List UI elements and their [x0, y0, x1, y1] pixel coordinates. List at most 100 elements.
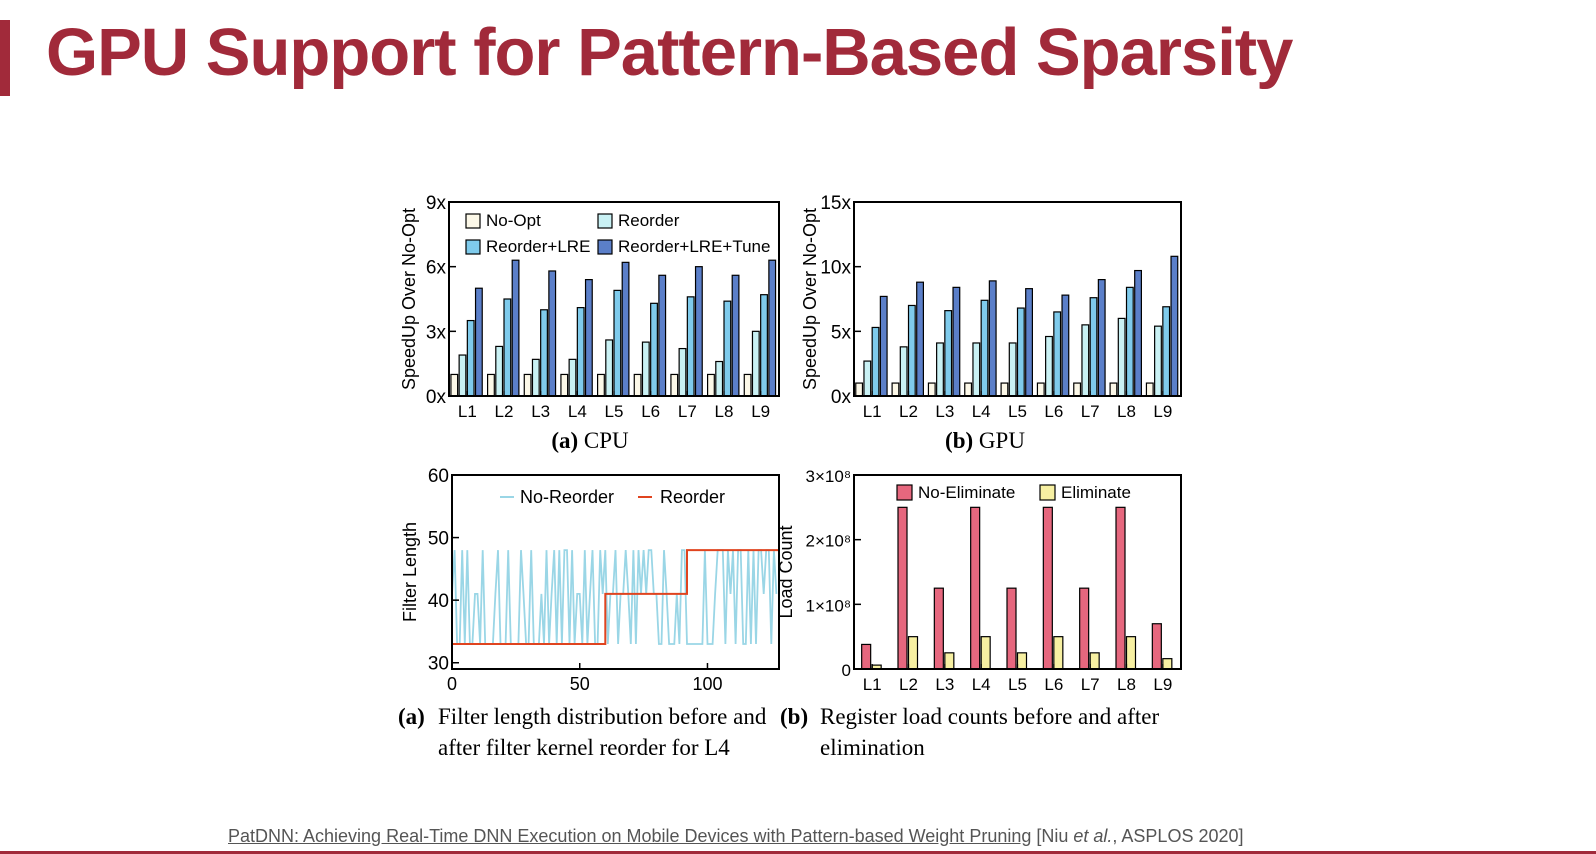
- caption-load: (b) Register load counts before and afte…: [780, 701, 1190, 763]
- bar: [855, 382, 864, 397]
- x-tick-label: L7: [678, 402, 697, 421]
- bar: [1006, 587, 1017, 670]
- x-tick-label: L4: [972, 402, 991, 421]
- bar: [760, 294, 768, 397]
- legend-swatch: [597, 239, 613, 255]
- bar: [1036, 382, 1045, 397]
- bar: [964, 382, 973, 397]
- caption-filter-tag: (a): [398, 704, 425, 729]
- bar: [1016, 652, 1028, 670]
- bar: [686, 296, 695, 397]
- y-tick-label: 0x: [831, 387, 852, 408]
- bar: [907, 304, 916, 397]
- y-tick-label: 6x: [426, 258, 447, 279]
- x-tick-label: L3: [935, 402, 954, 421]
- bar: [879, 295, 888, 397]
- caption-cpu: (a) CPU: [530, 425, 650, 456]
- y-tick-label: 60: [428, 466, 449, 487]
- bar: [907, 636, 919, 670]
- bar: [678, 347, 687, 397]
- bar: [1125, 636, 1137, 670]
- bar: [1042, 506, 1053, 670]
- caption-filter: (a) Filter length distribution before an…: [398, 701, 778, 763]
- bar: [548, 270, 557, 397]
- x-tick-label: L8: [1117, 675, 1136, 694]
- x-tick-label: L6: [641, 402, 660, 421]
- bar: [1089, 297, 1098, 397]
- bar: [540, 309, 548, 397]
- citation-post: , ASPLOS 2020]: [1112, 826, 1244, 846]
- bar: [621, 261, 630, 397]
- bar: [1081, 324, 1090, 397]
- x-tick-label: L1: [863, 402, 882, 421]
- bar: [706, 373, 715, 397]
- bar: [1162, 306, 1171, 397]
- bar: [1145, 382, 1154, 397]
- chart-filter: 30 40 50 60 0 50 100 Filter Length No-Reorder Reo…: [400, 466, 780, 694]
- y-tick-label: 50: [428, 529, 449, 550]
- y-tick-label: 9x: [426, 193, 447, 214]
- bar: [944, 652, 955, 670]
- bar: [1109, 382, 1118, 397]
- bar: [1125, 286, 1134, 397]
- bar: [861, 643, 872, 670]
- bar: [715, 360, 724, 397]
- bar: [1061, 294, 1070, 397]
- bar: [723, 300, 732, 397]
- bar: [487, 373, 495, 397]
- legend-label: No-Reorder: [520, 487, 614, 507]
- citation-etal: et al.: [1073, 826, 1113, 846]
- chart-load: 0 1×10⁸ 2×10⁸ 3×10⁸ L1 L2 L3 L4 L5 L6 L7 L8 L9 Load C…: [776, 467, 1182, 694]
- bar: [596, 373, 605, 397]
- caption-load-text: Register load counts before and after el…: [820, 704, 1160, 760]
- legend-label: No-Eliminate: [918, 483, 1015, 502]
- chart-gpu: 0x 5x 10x 15x L1 L2 L3 L4 L5 L6 L7 L8 L9 SpeedUp Over…: [800, 193, 1182, 421]
- bar: [952, 286, 961, 397]
- legend-swatch: [896, 484, 913, 501]
- bar: [584, 279, 593, 397]
- bar: [871, 326, 880, 397]
- bar: [1134, 269, 1142, 397]
- y-tick-label: 30: [428, 654, 449, 675]
- plot-frame: [451, 474, 780, 670]
- caption-load-tag: (b): [780, 704, 809, 729]
- bar: [1053, 636, 1064, 670]
- footer-rule: [0, 851, 1596, 854]
- y-tick-label: 0: [842, 661, 851, 680]
- x-tick-label: L5: [605, 402, 624, 421]
- legend-swatch: [1039, 484, 1056, 501]
- bar: [1154, 325, 1162, 397]
- y-axis-label: Load Count: [776, 525, 796, 618]
- bar: [936, 342, 944, 397]
- y-tick-label: 3x: [426, 322, 447, 343]
- bar: [1045, 335, 1053, 397]
- y-tick-label: 0x: [426, 387, 447, 408]
- bar: [658, 274, 667, 397]
- bar: [751, 330, 760, 397]
- x-tick-label: L7: [1081, 675, 1100, 694]
- x-tick-label: L4: [568, 402, 587, 421]
- x-tick-label: L9: [1153, 402, 1172, 421]
- bar: [1008, 342, 1017, 397]
- bar: [980, 299, 989, 397]
- slide-title: GPU Support for Pattern-Based Sparsity: [46, 15, 1293, 90]
- paper-link[interactable]: PatDNN: Achieving Real-Time DNN Executio…: [228, 826, 1032, 846]
- y-tick-label: 1×10⁸: [806, 596, 851, 615]
- x-tick-label: L3: [531, 402, 550, 421]
- caption-filter-text: Filter length distribution before and af…: [438, 704, 767, 760]
- bar: [1000, 382, 1009, 397]
- bar: [1097, 279, 1106, 397]
- x-tick-label: L9: [751, 402, 770, 421]
- x-tick-label: L9: [1153, 675, 1172, 694]
- caption-gpu-text: GPU: [978, 428, 1025, 453]
- bar: [613, 289, 622, 397]
- y-axis-label: SpeedUp Over No-Opt: [399, 208, 419, 390]
- x-tick-label: L5: [1008, 675, 1027, 694]
- bar: [568, 358, 577, 397]
- caption-cpu-tag: (a): [551, 428, 579, 453]
- bar: [743, 373, 752, 397]
- y-tick-label: 15x: [820, 193, 851, 214]
- bar: [1170, 255, 1179, 397]
- bar: [576, 307, 585, 397]
- bar: [450, 373, 459, 397]
